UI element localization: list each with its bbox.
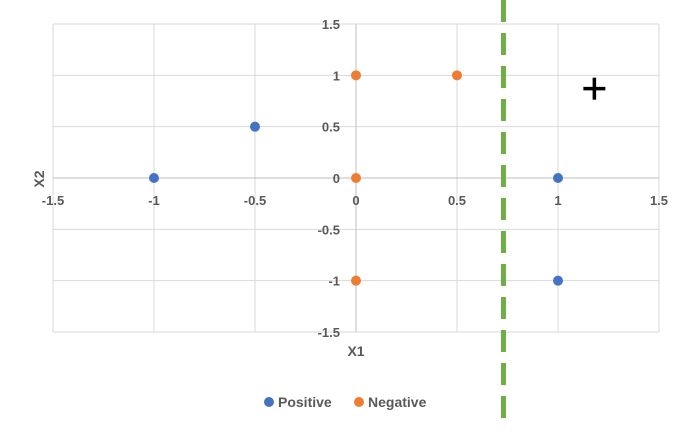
y-tick-label: 0.5	[322, 120, 340, 135]
tick-labels: -1.5 -1 -0.5 0 0.5 1 1.5 1.5 1 0.5 0 -0.5 -1 -1.5	[42, 17, 668, 340]
y-tick-label: -0.5	[318, 222, 340, 237]
positive-point	[149, 173, 159, 183]
legend-label-positive: Positive	[278, 394, 332, 410]
y-tick-label: -1	[328, 274, 340, 289]
negative-point	[452, 70, 462, 81]
positive-point	[553, 275, 563, 286]
legend-label-negative: Negative	[368, 394, 427, 410]
y-axis-title: X2	[31, 170, 47, 187]
negative-point	[351, 70, 361, 81]
y-tick-label: 1.5	[322, 17, 340, 32]
y-tick-label: 1	[333, 68, 340, 83]
negative-point	[351, 275, 361, 286]
legend-marker-positive	[264, 397, 274, 407]
x-tick-label: -1.5	[42, 193, 64, 208]
x-tick-label: -1	[148, 193, 160, 208]
x-tick-label: 1	[554, 193, 561, 208]
legend-marker-negative	[354, 397, 364, 407]
legend: Positive Negative	[264, 394, 427, 410]
y-tick-label: -1.5	[318, 325, 340, 340]
y-tick-label: 0	[333, 171, 340, 186]
x-tick-label: 1.5	[650, 193, 668, 208]
positive-point	[250, 121, 260, 132]
plus-marker-icon	[583, 77, 606, 100]
x-tick-label: 0	[352, 193, 359, 208]
positive-point	[553, 173, 563, 183]
annotations	[583, 77, 606, 100]
x-axis-title: X1	[347, 343, 364, 359]
data-points	[149, 70, 563, 286]
x-tick-label: -0.5	[244, 193, 266, 208]
negative-point	[351, 173, 361, 183]
x-tick-label: 0.5	[448, 193, 466, 208]
